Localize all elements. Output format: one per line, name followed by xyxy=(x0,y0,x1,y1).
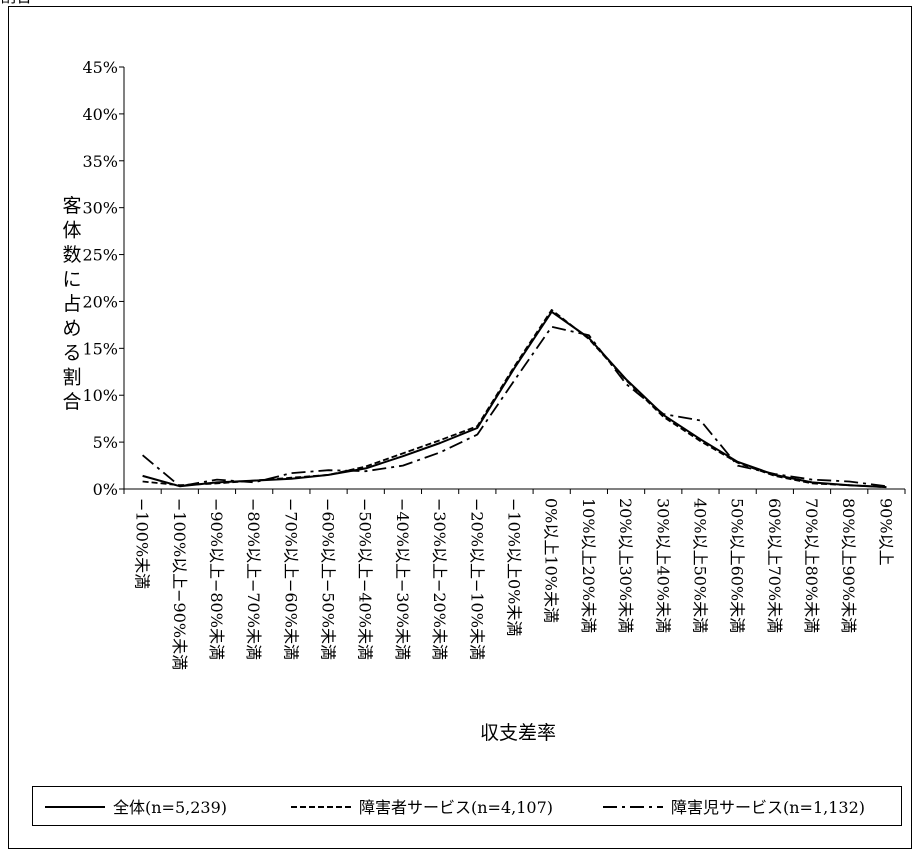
legend-label-2: 障害者サービス(n=4,107) xyxy=(359,798,553,817)
y-tick-label: 30% xyxy=(82,199,118,218)
x-tick-label: 0%以上10%未満 xyxy=(542,498,561,623)
header-fragment: 割合 xyxy=(0,0,40,6)
chart-axes xyxy=(119,66,906,494)
legend: 全体(n=5,239) 障害者サービス(n=4,107) 障害児サービス(n=1,1… xyxy=(32,786,902,826)
y-tick-label: 45% xyxy=(82,58,118,77)
x-tick-label: −10%以上0%未満 xyxy=(505,498,524,636)
legend-label-1: 全体(n=5,239) xyxy=(113,798,227,817)
x-tick-label: −30%以上−20%未満 xyxy=(430,498,449,660)
x-tick-label: 60%以上70%未満 xyxy=(765,498,784,633)
y-axis-label-char: 割 xyxy=(62,367,81,389)
legend-label-3: 障害児サービス(n=1,132) xyxy=(671,798,865,817)
x-tick-label: 30%以上40%未満 xyxy=(653,498,672,633)
y-axis-label-char: 占 xyxy=(62,293,81,315)
y-tick-labels: 0% 5% 10% 15% 20% 25% 30% 35% 40% 45% xyxy=(82,58,118,499)
x-tick-labels: −100%未満 −100%以上−90%未満 −90%以上−80%未満 −80%以上−7… xyxy=(133,498,896,670)
y-axis-label-char: 客 xyxy=(62,195,81,217)
x-tick-label: −80%以上−70%未満 xyxy=(244,498,263,660)
y-tick-label: 40% xyxy=(82,105,118,124)
x-tick-label: 80%以上90%未満 xyxy=(839,498,858,633)
x-tick-label: 20%以上30%未満 xyxy=(616,498,635,633)
x-axis-label: 収支差率 xyxy=(480,722,556,744)
x-tick-label: 50%以上60%未満 xyxy=(728,498,747,633)
x-tick-label: 40%以上50%未満 xyxy=(690,498,709,633)
y-tick-label: 10% xyxy=(82,386,118,405)
x-tick-label: −60%以上−50%未満 xyxy=(319,498,338,660)
chart-frame xyxy=(8,6,912,849)
x-tick-label: −100%未満 xyxy=(133,498,152,589)
x-tick-label: 90%以上 xyxy=(876,498,895,566)
y-axis-label-char: 合 xyxy=(62,391,81,413)
y-tick-label: 0% xyxy=(93,480,118,499)
y-axis-label-char: に xyxy=(62,269,81,291)
x-tick-label: −50%以上−40%未満 xyxy=(356,498,375,660)
y-tick-label: 15% xyxy=(82,339,118,358)
x-tick-label: −40%以上−30%未満 xyxy=(393,498,412,660)
y-tick-label: 20% xyxy=(82,292,118,311)
x-tick-label: 70%以上80%未満 xyxy=(802,498,821,633)
x-tick-label: −100%以上−90%未満 xyxy=(170,498,189,670)
cropped-header-text: 割合 xyxy=(0,0,40,6)
y-axis-label-char: め xyxy=(62,318,81,340)
series-line-2 xyxy=(142,308,887,488)
y-axis-label-char: る xyxy=(62,342,81,364)
y-tick-label: 25% xyxy=(82,246,118,265)
y-axis-label-char: 体 xyxy=(62,220,81,242)
y-tick-label: 35% xyxy=(82,152,118,171)
series-line-3 xyxy=(142,325,887,488)
series-line-1 xyxy=(142,310,887,489)
y-axis-label-char: 数 xyxy=(62,244,81,266)
x-tick-label: −20%以上−10%未満 xyxy=(467,498,486,660)
x-tick-label: 10%以上20%未満 xyxy=(579,498,598,633)
x-tick-label: −70%以上−60%未満 xyxy=(281,498,300,660)
y-tick-label: 5% xyxy=(93,433,118,452)
series-lines xyxy=(142,308,887,489)
legend-svg: 全体(n=5,239) 障害者サービス(n=4,107) 障害児サービス(n=1,1… xyxy=(45,798,865,817)
x-tick-label: −90%以上−80%未満 xyxy=(207,498,226,660)
